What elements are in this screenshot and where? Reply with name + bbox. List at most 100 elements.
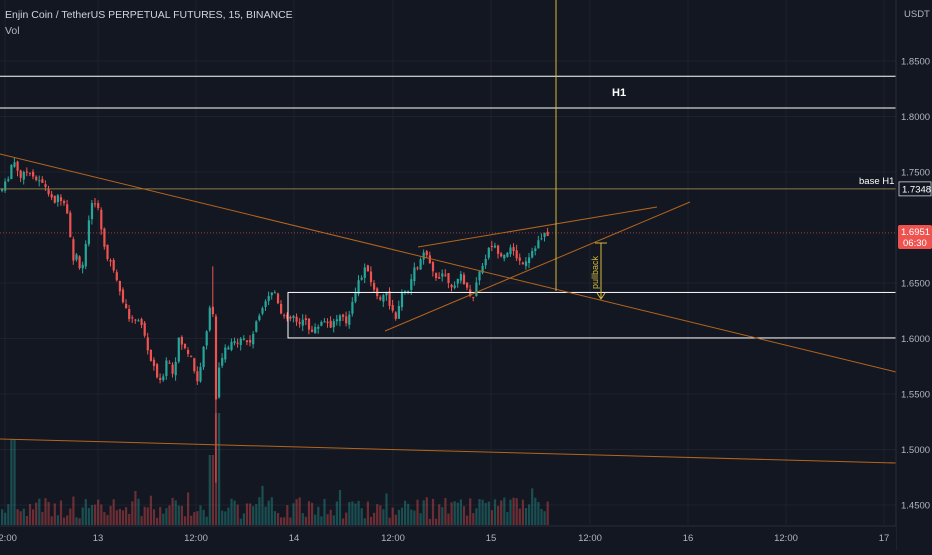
volume-bar <box>258 497 261 525</box>
candle-body <box>320 322 323 326</box>
volume-bar <box>311 502 314 525</box>
candle-body <box>87 220 90 245</box>
candle-body <box>1 188 4 191</box>
candle-body <box>208 307 211 331</box>
volume-bar <box>134 491 137 525</box>
time-axis[interactable]: 12:00 13 12:00 14 12:00 15 12:00 16 12:00 17 <box>0 525 896 550</box>
candle-body <box>332 321 335 328</box>
volume-bar <box>84 499 87 525</box>
candle-body <box>413 267 416 282</box>
candle-body <box>385 293 388 296</box>
candle-body <box>481 265 484 273</box>
candle-body <box>264 301 267 308</box>
price-tick-label: 1.6000 <box>901 334 930 345</box>
candle-body <box>103 228 106 247</box>
candle-body <box>218 367 221 398</box>
volume-bar <box>326 514 329 525</box>
pullback-label: pullback <box>590 255 600 289</box>
volume-bar <box>50 516 53 525</box>
volume-bar <box>382 509 385 525</box>
volume-bar <box>137 498 140 525</box>
volume-bar <box>245 503 249 525</box>
candle-body <box>515 250 518 259</box>
candle-body <box>134 319 137 321</box>
candle-body <box>348 314 351 325</box>
drawings[interactable]: pullback H1 base H1 <box>0 0 897 464</box>
candle-body <box>159 377 162 380</box>
candle-body <box>373 283 376 290</box>
volume-bar <box>320 516 323 525</box>
candle-body <box>239 338 242 345</box>
volume-bar <box>397 509 400 525</box>
candle-body <box>338 315 342 322</box>
volume-bar <box>453 501 456 525</box>
candle-body <box>171 364 174 374</box>
volume-bar <box>100 504 103 525</box>
candle-body <box>258 315 261 321</box>
candle-body <box>422 252 425 260</box>
volume-bar <box>218 413 221 525</box>
volume-bar <box>162 513 165 525</box>
wedge-upper-line[interactable] <box>417 206 658 248</box>
last-price-value: 1.6951 <box>901 227 930 238</box>
price-axis[interactable]: USDT 1.8500 1.8000 1.7500 1.6500 1.6000 1.5500… <box>895 0 932 550</box>
volume-bar <box>503 497 506 525</box>
trendline-descending[interactable] <box>0 153 897 373</box>
trendline-bottom[interactable] <box>0 438 897 464</box>
volume-bar <box>165 508 168 525</box>
price-tick-label: 1.6500 <box>901 279 930 290</box>
volume-bar <box>298 497 301 525</box>
candle-body <box>121 289 125 303</box>
candle-body <box>227 347 230 350</box>
volume-bar <box>106 514 109 525</box>
volume-bar <box>317 506 320 525</box>
volume-bar <box>413 510 416 525</box>
volume-bar <box>481 499 484 525</box>
volume-bar <box>125 507 128 525</box>
candle-body <box>75 254 78 260</box>
candle-body <box>236 342 239 344</box>
time-tick-label: 12:00 <box>184 533 208 544</box>
volume-bar <box>385 493 388 525</box>
h1-label: H1 <box>612 87 626 99</box>
candle-body <box>199 366 202 382</box>
candle-body <box>84 244 87 267</box>
volume-bar <box>4 512 7 525</box>
volume-bar <box>168 505 171 525</box>
candle-body <box>180 336 183 345</box>
candle-body <box>25 171 28 173</box>
candle-body <box>28 172 32 174</box>
candle-body <box>56 195 59 203</box>
volume-bar <box>509 499 512 525</box>
volume-bar <box>472 512 475 525</box>
candle-body <box>245 340 249 343</box>
volume-bar <box>435 518 438 525</box>
volume-bar <box>69 508 72 525</box>
candle-body <box>165 360 168 377</box>
candle-body <box>38 180 41 182</box>
candle-body <box>112 260 115 271</box>
candle-body <box>100 209 103 230</box>
candle-body <box>304 318 307 320</box>
time-tick-label: 16 <box>683 533 694 544</box>
candle-body <box>252 333 255 345</box>
candle-body <box>354 292 357 302</box>
candle-body <box>435 273 438 279</box>
candle-body <box>404 290 407 292</box>
grid <box>0 0 896 525</box>
candle-body <box>149 349 152 361</box>
volume-bar <box>531 488 534 525</box>
volume-bar <box>177 505 180 525</box>
volume-bar <box>255 504 258 525</box>
candle-body <box>503 254 506 259</box>
volume-bar <box>109 505 112 525</box>
volume-bar <box>301 513 304 525</box>
time-tick-label: 15 <box>486 533 497 544</box>
volume-bar <box>524 508 528 525</box>
wedge-lower-line[interactable] <box>384 201 691 332</box>
volume-bar <box>56 515 59 525</box>
volume-bar <box>348 502 351 525</box>
volume-bar <box>90 505 94 525</box>
